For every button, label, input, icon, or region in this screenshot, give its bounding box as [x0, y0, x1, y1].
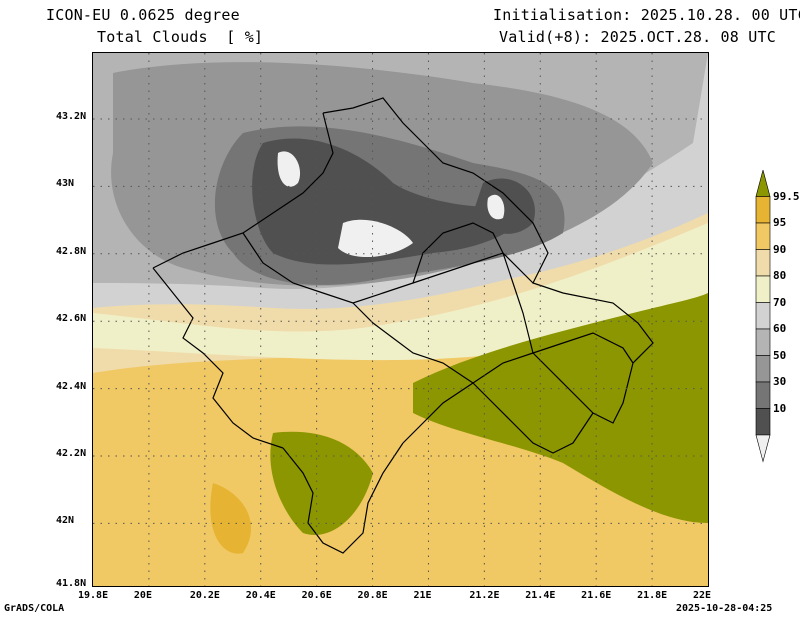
colorbar-segment — [755, 381, 771, 409]
field-100-region-south — [270, 431, 373, 535]
colorbar-label: 80 — [773, 269, 787, 282]
colorbar-segment — [755, 222, 771, 250]
colorbar-segment — [755, 249, 771, 277]
colorbar-segment — [755, 328, 771, 356]
y-tick-label: 43N — [56, 178, 75, 190]
colorbar-segment — [755, 196, 771, 224]
x-tick-label: 20.2E — [189, 590, 220, 601]
y-tick-label: 42.2N — [56, 448, 87, 459]
x-tick-label: 20E — [133, 590, 152, 601]
y-tick-label: 43.2N — [56, 111, 87, 122]
colorbar-segment — [755, 355, 771, 383]
x-tick-label: 20.6E — [301, 590, 332, 601]
y-tick-label: 41.8N — [56, 578, 87, 589]
y-tick-label: 42.4N — [56, 380, 87, 392]
x-tick-label: 21E — [413, 590, 432, 601]
footer-credit: GrADS/COLA — [4, 603, 65, 614]
clear-patch-2 — [338, 219, 413, 258]
colorbar-segment — [755, 302, 771, 330]
colorbar-bottom-triangle — [755, 434, 771, 463]
field-title: Total Clouds [ %] — [97, 28, 264, 46]
clear-patch-1 — [277, 151, 301, 187]
x-tick-label: 21.8E — [637, 590, 668, 601]
y-tick-label: 42N — [56, 515, 75, 527]
y-tick-label: 42.8N — [56, 245, 87, 257]
colorbar-label: 50 — [773, 348, 787, 362]
field-10-region — [252, 138, 525, 265]
x-tick-label: 21.2E — [469, 590, 500, 601]
footer-timestamp: 2025-10-28-04:25 — [676, 603, 773, 614]
x-tick-label: 21.6E — [581, 590, 612, 601]
administrative-boundaries — [152, 97, 654, 554]
field-100-region-east — [413, 293, 708, 523]
colorbar-label: 95 — [773, 216, 787, 229]
model-title: ICON-EU 0.0625 degree — [46, 6, 240, 24]
colorbar-top-triangle — [755, 170, 771, 197]
colorbar-label: 30 — [773, 375, 787, 388]
x-tick-label: 19.8E — [78, 590, 109, 601]
field-99-region — [210, 483, 252, 554]
y-tick-label: 42.6N — [56, 313, 87, 325]
colorbar-label: 90 — [773, 242, 787, 256]
cloud-cover-map — [92, 52, 709, 587]
x-tick-label: 20.8E — [357, 590, 388, 601]
colorbar-label: 10 — [773, 401, 787, 415]
initialisation-time: Initialisation: 2025.10.28. 00 UTC — [493, 6, 800, 24]
map-canvas — [93, 53, 708, 586]
colorbar-segment — [755, 408, 771, 436]
field-80-band — [93, 223, 708, 361]
valid-time: Valid(+8): 2025.OCT.28. 08 UTC — [499, 28, 776, 46]
colorbar — [755, 170, 771, 463]
colorbar-label: 70 — [773, 295, 787, 309]
x-tick-label: 20.4E — [245, 590, 276, 601]
clear-patch-3 — [487, 194, 505, 220]
colorbar-label: 60 — [773, 322, 787, 335]
graticule — [93, 53, 708, 586]
colorbar-label: 99.5 — [773, 189, 800, 203]
x-tick-label: 22E — [693, 590, 712, 601]
colorbar-segment — [755, 275, 771, 303]
x-tick-label: 21.4E — [525, 590, 556, 601]
